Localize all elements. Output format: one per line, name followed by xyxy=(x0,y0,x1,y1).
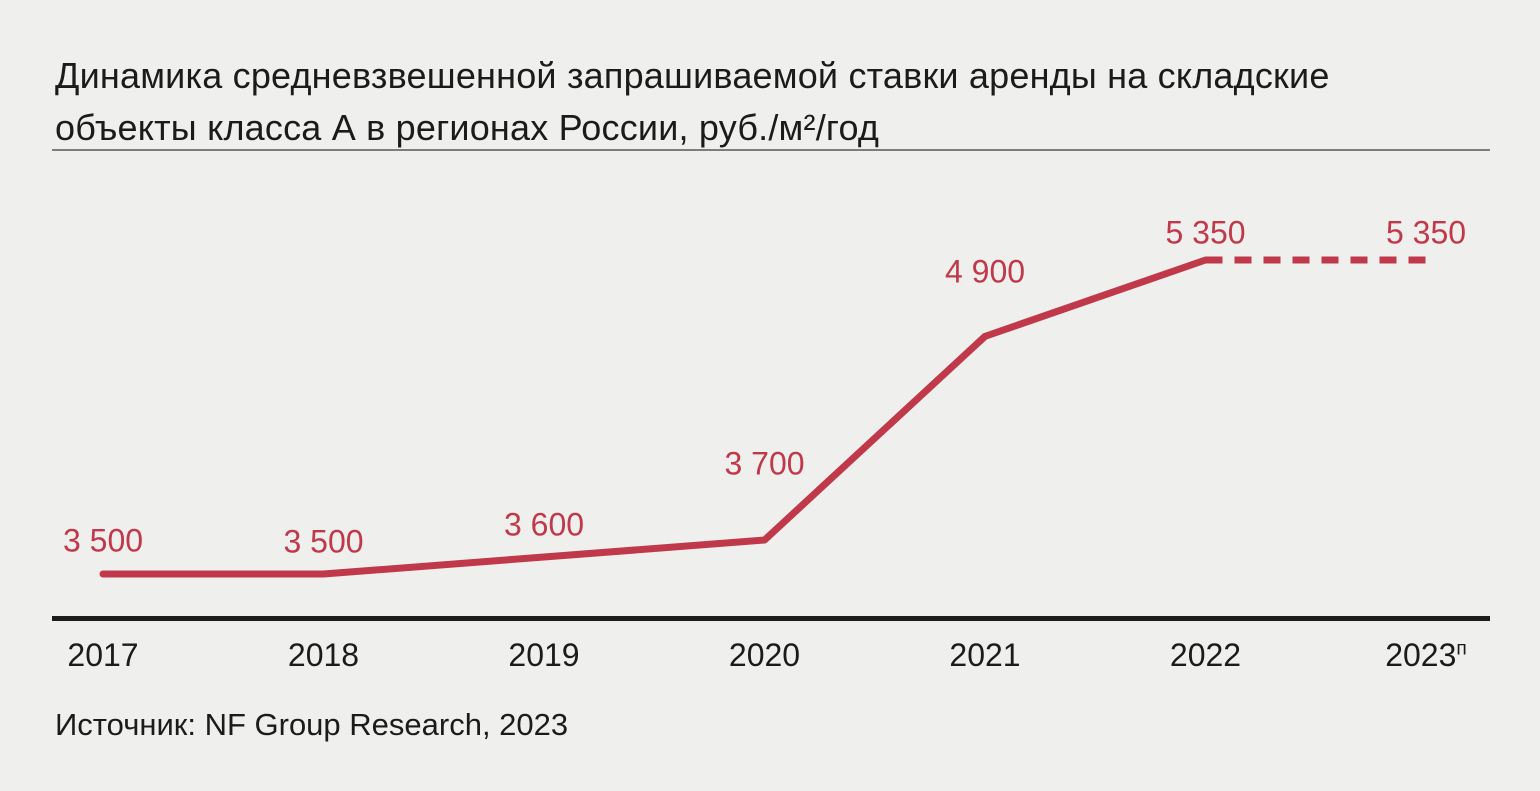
rate-line-solid xyxy=(99,256,1209,578)
x-tick-label: 2019 xyxy=(508,637,580,673)
x-axis-line xyxy=(52,616,1490,621)
value-label: 3 600 xyxy=(503,506,585,543)
source-text: Источник: NF Group Research, 2023 xyxy=(55,707,569,742)
x-tick-label: 2022 xyxy=(1169,637,1242,673)
forecast-superscript: п xyxy=(1456,638,1467,660)
x-tick-label: 2020 xyxy=(728,637,801,673)
title-divider xyxy=(52,149,1490,151)
chart-title: Динамика средневзвешенной запрашиваемой … xyxy=(55,55,1330,148)
x-tick-label: 2017 xyxy=(67,637,139,673)
x-tick-label: 2021 xyxy=(949,637,1021,673)
value-label: 4 900 xyxy=(944,253,1026,290)
x-tick-label: 2023п xyxy=(1385,637,1467,673)
value-label: 3 500 xyxy=(283,523,364,560)
value-label: 5 350 xyxy=(1165,214,1246,251)
value-label: 3 500 xyxy=(62,522,144,559)
value-label: 3 700 xyxy=(724,445,805,482)
x-tick-label: 2018 xyxy=(287,637,360,673)
value-label: 5 350 xyxy=(1385,214,1467,251)
